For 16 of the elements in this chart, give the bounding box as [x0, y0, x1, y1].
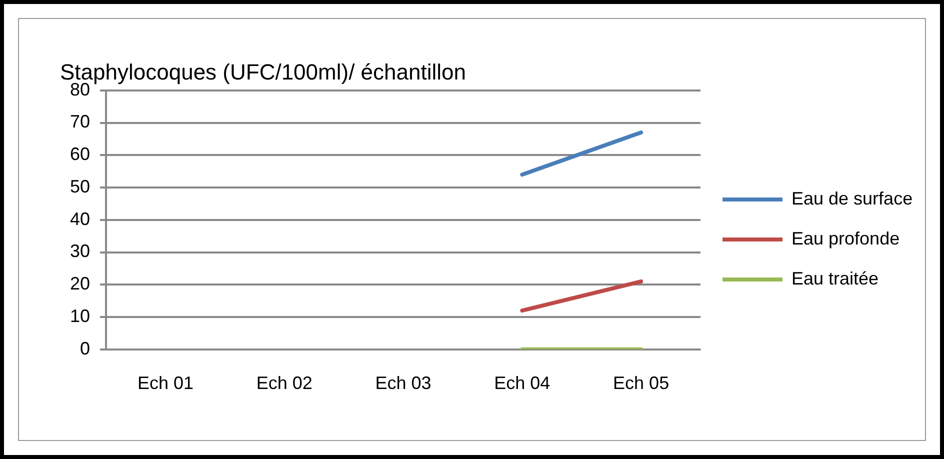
y-tick-label: 40	[70, 208, 90, 229]
x-tick-label: Ech 05	[613, 373, 670, 394]
legend-label: Eau traitée	[792, 268, 879, 288]
y-tick-label: 20	[70, 274, 90, 294]
y-tick-label: 60	[70, 144, 90, 164]
x-tick-label: Ech 02	[256, 373, 312, 394]
y-tick-label: 10	[70, 306, 90, 326]
legend-label: Eau profonde	[792, 228, 900, 248]
x-tick-label: Ech 04	[494, 373, 550, 394]
x-tick-label: Ech 03	[375, 373, 432, 394]
y-tick-label: 70	[70, 112, 90, 132]
y-tick-label: 50	[70, 176, 90, 196]
x-tick-label: Ech 01	[137, 373, 194, 394]
y-tick-label: 0	[80, 338, 90, 358]
y-tick-label: 30	[70, 241, 90, 262]
legend-label: Eau de surface	[792, 188, 913, 208]
